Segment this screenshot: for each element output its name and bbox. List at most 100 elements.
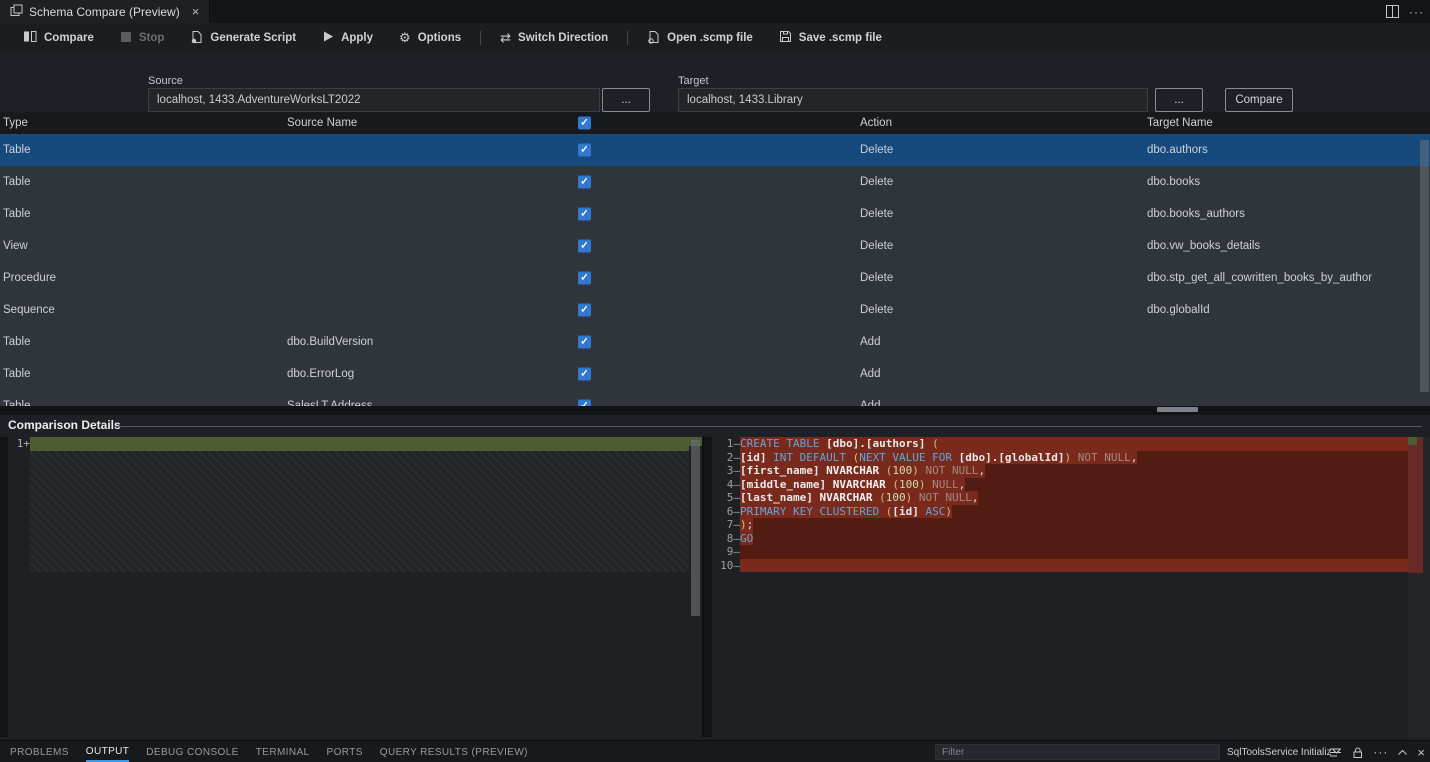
row-action: Add [860,400,881,406]
table-row[interactable]: View ✓ Delete dbo.vw_books_details [0,230,1430,262]
diff-line-number: 7– [726,518,740,531]
row-include-checkbox[interactable]: ✓ [578,175,591,189]
source-label: Source [148,75,183,87]
row-source-name: dbo.ErrorLog [287,368,355,380]
diff-left-pane[interactable]: 1+ [8,437,697,737]
table-row[interactable]: Sequence ✓ Delete dbo.globalId [0,294,1430,326]
diff-right-overview-ruler[interactable] [1408,437,1430,737]
panel-tab-query-results-preview[interactable]: QUERY RESULTS (PREVIEW) [379,747,528,758]
output-channel-select[interactable]: SqlToolsService Initializ [1224,744,1340,760]
header-target-name[interactable]: Target Name [1147,117,1213,129]
switch-arrows-icon: ⇄ [500,30,512,46]
tab-close-icon[interactable]: × [191,4,200,19]
row-action: Delete [860,208,894,220]
row-include-checkbox[interactable]: ✓ [578,271,591,285]
row-type: Table [3,144,31,156]
split-editor-icon[interactable] [1386,5,1399,18]
row-action: Delete [860,272,894,284]
target-input[interactable] [678,88,1148,112]
row-include-checkbox[interactable]: ✓ [578,239,591,253]
diff-line-number: 8– [726,531,740,545]
row-include-checkbox[interactable]: ✓ [578,207,591,221]
compare-toolbar-button[interactable]: Compare [10,23,107,53]
clear-output-icon[interactable] [1329,747,1342,758]
gear-icon: ⚙ [399,30,411,46]
open-scmp-button[interactable]: Open .scmp file [634,23,766,53]
table-horizontal-scrollbar-thumb[interactable] [1157,407,1198,412]
table-row[interactable]: Table ✓ Delete dbo.books [0,166,1430,198]
toolbar-separator [480,31,482,45]
compare-run-button[interactable]: Compare [1225,88,1293,112]
results-table-header: Type Source Name ✓ Action Target Name [0,112,1430,134]
header-source-name[interactable]: Source Name [287,117,358,129]
panel-close-icon[interactable]: × [1417,744,1425,760]
diff-left-scrollbar[interactable] [689,437,702,737]
editor-more-actions-icon[interactable]: ··· [1409,4,1424,19]
source-input[interactable] [148,88,600,112]
header-select-all-checkbox[interactable]: ✓ [578,116,591,130]
panel-tab-terminal[interactable]: TERMINAL [255,747,310,758]
open-file-icon [647,30,660,47]
table-vertical-scrollbar[interactable] [1420,140,1429,392]
row-include-checkbox[interactable]: ✓ [578,399,591,406]
apply-play-icon [322,30,334,46]
diff-code-line: 6– PRIMARY KEY CLUSTERED ([id] ASC) [712,504,1408,518]
row-target-name: dbo.vw_books_details [1147,240,1261,252]
table-row[interactable]: Table ✓ Delete dbo.authors [0,134,1430,166]
panel-more-actions-icon[interactable]: ··· [1373,745,1389,759]
generate-script-button[interactable]: Generate Script [177,23,309,53]
row-type: Table [3,336,31,348]
output-filter-input[interactable] [935,744,1220,760]
tab-schema-compare[interactable]: Schema Compare (Preview) × [0,0,211,23]
table-row[interactable]: Table dbo.ErrorLog ✓ Add [0,358,1430,390]
diff-code-line: 10– [712,558,1408,572]
diff-code-line: 5– [last_name] NVARCHAR (100) NOT NULL, [712,491,1408,505]
row-type: Table [3,208,31,220]
schema-compare-icon [10,4,23,20]
diff-right-pane[interactable]: 1– CREATE TABLE [dbo].[authors] (2– [id] I… [712,437,1408,737]
panel-tab-ports[interactable]: PORTS [326,747,363,758]
row-action: Delete [860,144,894,156]
table-row[interactable]: Table SalesLT.Address ✓ Add [0,390,1430,406]
header-type[interactable]: Type [3,117,28,129]
row-include-checkbox[interactable]: ✓ [578,143,591,157]
table-row[interactable]: Table dbo.BuildVersion ✓ Add [0,326,1430,358]
comparison-details-rule [113,426,1422,427]
row-type: Table [3,400,31,406]
row-action: Add [860,368,881,380]
diff-left-scrollbar-thumb[interactable] [691,440,700,616]
row-include-checkbox[interactable]: ✓ [578,303,591,317]
panel-tab-debug-console[interactable]: DEBUG CONSOLE [146,747,239,758]
diff-code-line: 7–); [712,518,1408,532]
source-browse-button[interactable]: ... [602,88,650,112]
row-target-name: dbo.stp_get_all_cowritten_books_by_autho… [1147,272,1373,284]
apply-button[interactable]: Apply [309,23,386,53]
tab-title: Schema Compare (Preview) [29,4,180,19]
diff-pane-divider[interactable] [702,437,704,737]
table-row[interactable]: Table ✓ Delete dbo.books_authors [0,198,1430,230]
diff-overview-added-marker [1408,437,1417,445]
row-type: Procedure [3,272,57,284]
row-type: View [3,240,28,252]
header-action[interactable]: Action [860,117,892,129]
target-browse-button[interactable]: ... [1155,88,1203,112]
save-scmp-button[interactable]: Save .scmp file [766,23,895,53]
panel-tab-output[interactable]: OUTPUT [85,742,130,762]
row-target-name: dbo.books_authors [1147,208,1245,220]
row-action: Delete [860,176,894,188]
diff-code-line: 4– [middle_name] NVARCHAR (100) NULL, [712,477,1408,491]
table-horizontal-scrollbar[interactable] [0,406,1430,415]
table-row[interactable]: Procedure ✓ Delete dbo.stp_get_all_cowritte… [0,262,1430,294]
row-type: Table [3,176,31,188]
options-button[interactable]: ⚙ Options [399,30,462,46]
lock-scroll-icon[interactable] [1351,746,1364,759]
chevron-up-icon[interactable] [1397,748,1408,757]
switch-direction-button[interactable]: ⇄ Switch Direction [500,30,609,46]
panel-tab-problems[interactable]: PROBLEMS [10,747,69,758]
row-include-checkbox[interactable]: ✓ [578,367,591,381]
row-source-name: dbo.BuildVersion [287,336,374,348]
row-include-checkbox[interactable]: ✓ [578,335,591,349]
row-action: Add [860,336,881,348]
diff-line-number: 4– [726,477,740,491]
schema-compare-toolbar: Compare Stop Generate Script Apply ⚙ Opt… [0,23,1430,53]
